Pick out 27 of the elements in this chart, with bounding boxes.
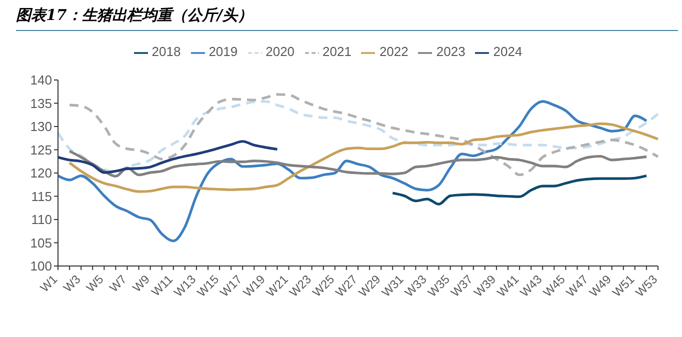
x-tick-label: W5 bbox=[84, 272, 107, 295]
y-tick-label: 130 bbox=[30, 119, 52, 134]
x-tick-label: W7 bbox=[106, 272, 130, 295]
legend-label: 2018 bbox=[152, 44, 181, 59]
legend-label: 2022 bbox=[379, 44, 408, 59]
line-series bbox=[56, 140, 279, 174]
legend-label: 2024 bbox=[493, 44, 522, 59]
y-tick-label: 125 bbox=[30, 142, 52, 158]
x-tick-label: W1 bbox=[37, 272, 60, 295]
y-tick-label: 140 bbox=[30, 72, 52, 88]
legend-label: 2023 bbox=[436, 44, 466, 59]
line-series bbox=[68, 122, 660, 193]
y-tick-label: 135 bbox=[30, 96, 52, 111]
y-tick-label: 100 bbox=[30, 258, 52, 274]
y-tick-label: 115 bbox=[31, 188, 52, 204]
x-tick-label: W9 bbox=[130, 272, 153, 295]
legend-label: 2019 bbox=[208, 44, 238, 59]
x-tick-label: W3 bbox=[60, 272, 84, 295]
legend-label: 2021 bbox=[322, 44, 352, 59]
y-tick-label: 110 bbox=[31, 212, 52, 228]
y-tick-label: 105 bbox=[30, 235, 52, 250]
line-series bbox=[68, 150, 648, 178]
line-series bbox=[56, 100, 648, 242]
legend-label: 2020 bbox=[266, 44, 295, 59]
line-series bbox=[391, 174, 648, 206]
y-tick-label: 120 bbox=[30, 166, 52, 181]
chart-title: 图表17：生猪出栏均重（公斤/头） bbox=[16, 6, 252, 25]
